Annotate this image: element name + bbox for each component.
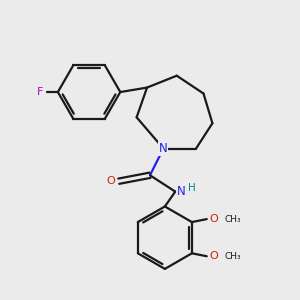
Text: O: O	[106, 176, 115, 186]
Text: CH₃: CH₃	[225, 214, 241, 224]
Text: F: F	[37, 87, 43, 97]
Text: N: N	[159, 142, 168, 155]
Text: H: H	[188, 183, 196, 193]
Text: N: N	[177, 184, 186, 197]
Text: CH₃: CH₃	[225, 252, 241, 261]
Text: O: O	[209, 214, 218, 224]
Text: O: O	[209, 251, 218, 261]
